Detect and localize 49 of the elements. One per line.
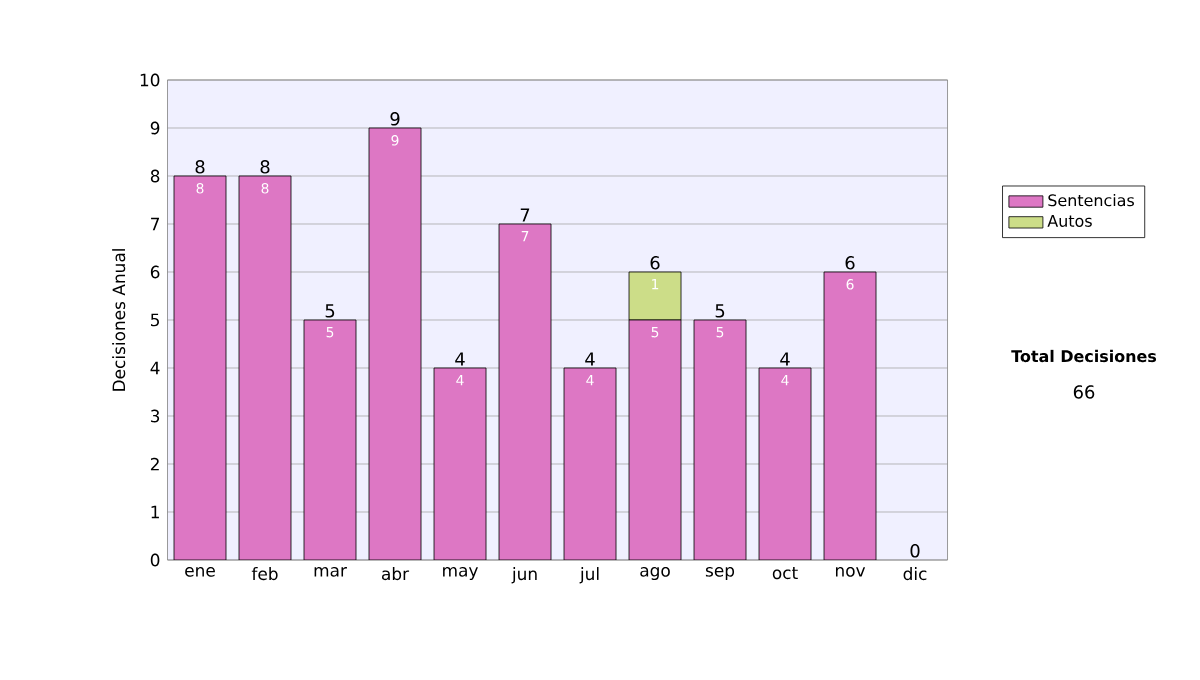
total-label: 6 xyxy=(650,256,660,270)
y-tick-label: 5 xyxy=(151,313,159,327)
bar xyxy=(823,271,877,560)
x-tick-label: sep xyxy=(705,567,735,581)
y-tick-label: 2 xyxy=(150,457,159,471)
y-tick-label: 1 xyxy=(151,505,159,519)
total-label: 4 xyxy=(780,352,790,366)
x-tick-label: abr xyxy=(382,567,410,581)
x-tick-label: ago xyxy=(640,567,670,581)
total-label: 7 xyxy=(520,208,530,222)
y-tick-label: 3 xyxy=(150,409,160,423)
bar xyxy=(499,223,552,560)
y-tick-label: 10 xyxy=(140,73,160,87)
x-tick-label: feb xyxy=(251,567,278,581)
x-tick-label: nov xyxy=(835,567,866,577)
text: 66 xyxy=(1073,385,1095,399)
x-tick-label: oct xyxy=(772,567,798,580)
total-label: 6 xyxy=(845,256,855,270)
total-label: 4 xyxy=(585,352,595,366)
x-tick-label: may xyxy=(443,567,478,581)
total-label: 5 xyxy=(325,304,335,318)
bar xyxy=(694,319,747,560)
x-tick-label: jun xyxy=(511,567,537,584)
bar xyxy=(174,175,227,560)
x-tick-label: ene xyxy=(185,567,215,577)
y-tick-label: 9 xyxy=(150,121,160,135)
total-label: 8 xyxy=(195,160,205,174)
total-label: 8 xyxy=(260,160,270,174)
y-tick-label: 8 xyxy=(150,169,160,183)
total-label: 9 xyxy=(390,112,400,126)
x-tick-label: jul xyxy=(579,567,599,584)
total-label: 0 xyxy=(910,544,920,558)
x-tick-label: mar xyxy=(314,567,347,577)
total-label: 5 xyxy=(715,304,725,318)
bar xyxy=(629,319,682,560)
bar xyxy=(369,127,422,560)
x-tick-label: dic xyxy=(903,567,927,581)
bar xyxy=(304,319,357,560)
bar xyxy=(564,367,617,560)
bar xyxy=(628,271,682,321)
y-tick-label: 6 xyxy=(150,265,160,279)
y-tick-label: 0 xyxy=(150,553,160,567)
bar xyxy=(759,367,812,560)
y-axis-title: Decisiones Anual xyxy=(112,249,126,391)
total-label: 4 xyxy=(455,352,465,366)
bar xyxy=(239,175,292,560)
bar xyxy=(434,367,487,560)
y-tick-label: 4 xyxy=(150,361,160,375)
y-tick-label: 7 xyxy=(151,217,160,231)
